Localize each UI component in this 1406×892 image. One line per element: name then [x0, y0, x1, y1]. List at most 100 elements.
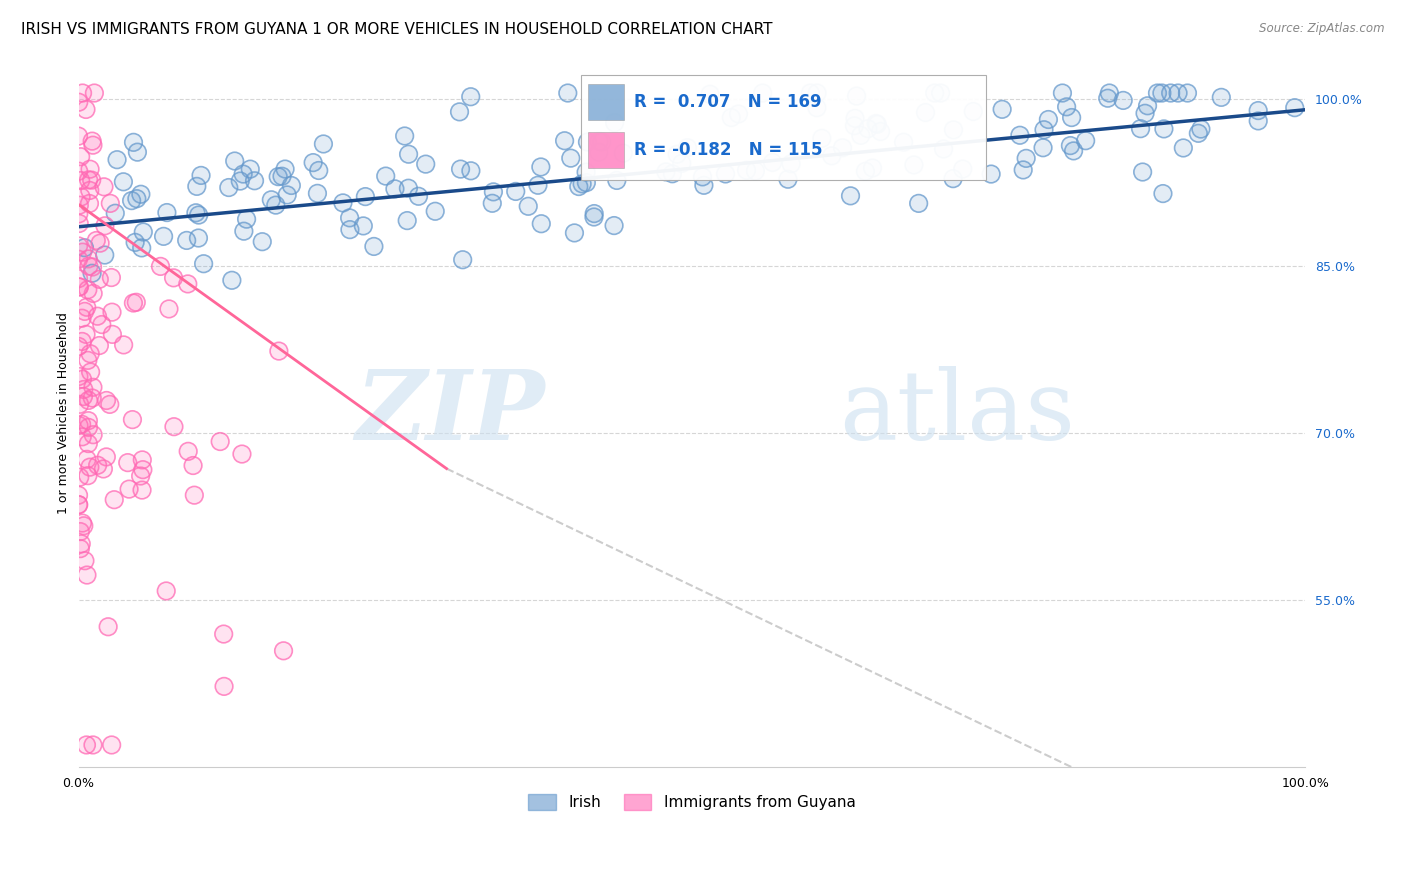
Point — [89, 338, 111, 352]
Point — [76, 300, 98, 314]
Point — [229, 174, 252, 188]
Point — [396, 213, 419, 227]
Point — [98, 196, 121, 211]
Point — [1136, 99, 1159, 113]
Point — [67, 95, 90, 110]
Point — [131, 453, 153, 467]
Point — [70, 417, 93, 432]
Point — [907, 196, 929, 211]
Point — [1038, 112, 1060, 127]
Point — [252, 235, 274, 249]
Point — [575, 176, 598, 190]
Point — [505, 185, 527, 199]
Point — [1038, 112, 1060, 127]
Point — [363, 239, 385, 253]
Point — [554, 134, 576, 148]
Point — [76, 568, 98, 582]
Point — [481, 196, 503, 211]
Point — [671, 156, 693, 170]
Point — [82, 260, 104, 274]
Point — [82, 427, 104, 442]
Point — [1177, 86, 1199, 100]
Point — [97, 620, 120, 634]
Point — [1098, 86, 1121, 100]
Point — [576, 135, 599, 149]
Point — [557, 86, 579, 100]
Point — [481, 196, 503, 211]
Point — [67, 239, 90, 253]
Point — [571, 177, 593, 191]
Point — [1052, 86, 1074, 100]
Point — [1187, 126, 1209, 140]
Point — [845, 89, 868, 103]
Point — [460, 89, 482, 103]
Point — [1146, 86, 1168, 100]
Point — [69, 541, 91, 556]
Point — [1060, 111, 1083, 125]
Point — [855, 164, 877, 178]
Point — [84, 234, 107, 248]
Point — [780, 157, 803, 171]
Point — [131, 241, 153, 255]
Point — [1160, 86, 1182, 100]
Point — [761, 155, 783, 169]
Point — [124, 235, 146, 250]
Point — [89, 236, 111, 251]
Point — [69, 524, 91, 539]
Point — [82, 260, 104, 274]
Point — [374, 169, 396, 183]
Point — [67, 280, 90, 294]
Point — [1150, 86, 1173, 100]
Point — [122, 296, 145, 310]
Point — [264, 198, 287, 212]
Point — [671, 156, 693, 170]
Point — [80, 173, 103, 187]
Point — [583, 206, 606, 220]
Point — [72, 86, 94, 100]
Point — [661, 167, 683, 181]
Point — [844, 119, 866, 133]
Point — [121, 194, 143, 208]
Point — [307, 186, 329, 201]
Point — [70, 334, 93, 349]
Point — [903, 158, 925, 172]
Point — [101, 305, 124, 319]
Point — [132, 225, 155, 239]
Point — [82, 138, 104, 153]
Point — [72, 245, 94, 260]
FancyBboxPatch shape — [582, 75, 987, 180]
Point — [1015, 152, 1038, 166]
Point — [302, 155, 325, 169]
Point — [267, 344, 290, 359]
Point — [105, 153, 128, 167]
Point — [70, 190, 93, 204]
Point — [77, 252, 100, 266]
Point — [1136, 99, 1159, 113]
Point — [218, 180, 240, 194]
Point — [980, 167, 1002, 181]
Point — [83, 86, 105, 100]
Point — [271, 169, 294, 184]
Point — [1056, 100, 1078, 114]
Point — [460, 163, 482, 178]
Point — [69, 173, 91, 187]
Point — [121, 194, 143, 208]
Point — [588, 135, 610, 149]
Point — [127, 145, 149, 160]
Point — [751, 86, 773, 100]
Point — [727, 107, 749, 121]
Point — [844, 119, 866, 133]
Point — [67, 418, 90, 433]
Point — [264, 198, 287, 212]
Point — [184, 206, 207, 220]
Point — [76, 468, 98, 483]
Point — [425, 204, 447, 219]
Point — [1012, 162, 1035, 177]
Point — [924, 86, 946, 100]
Point — [530, 160, 553, 174]
Point — [606, 173, 628, 187]
Point — [811, 131, 834, 145]
Point — [163, 419, 186, 434]
Point — [77, 414, 100, 428]
Point — [79, 460, 101, 475]
